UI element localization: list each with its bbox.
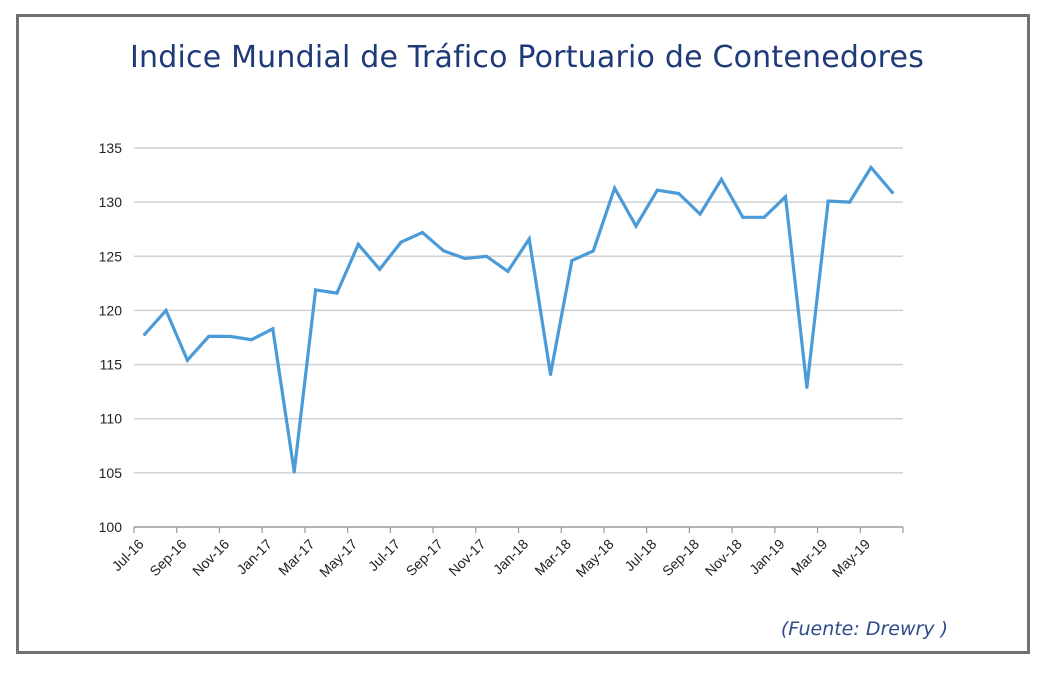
data-point	[463, 256, 467, 261]
x-tick-label: Mar-17	[275, 536, 318, 579]
x-tick-label: Mar-18	[531, 536, 574, 579]
x-tick-label: Mar-19	[788, 536, 831, 579]
data-point	[442, 249, 446, 253]
y-tick-label: 100	[99, 519, 123, 535]
y-tick-label: 130	[99, 194, 123, 210]
y-tick-label: 115	[100, 357, 123, 373]
data-point	[783, 195, 788, 199]
x-tick-label: Jul-16	[109, 536, 147, 574]
data-point	[719, 177, 724, 182]
series-group	[143, 164, 894, 474]
y-tick-label: 125	[99, 248, 123, 264]
y-tick-label: 135	[99, 140, 123, 156]
data-point	[271, 327, 275, 331]
data-point	[143, 332, 147, 336]
data-point	[185, 358, 190, 362]
data-point	[506, 269, 510, 274]
x-tick-label: May-17	[316, 536, 360, 580]
data-point	[741, 215, 745, 219]
y-tick-label: 120	[99, 302, 123, 318]
data-point	[890, 190, 894, 194]
chart-frame	[16, 14, 1030, 654]
data-point	[869, 165, 873, 170]
data-point	[228, 334, 232, 339]
data-point	[420, 230, 424, 235]
data-point	[292, 470, 296, 474]
x-tick-label: Sep-17	[403, 536, 446, 579]
data-point	[207, 334, 211, 339]
data-point	[484, 254, 489, 258]
data-point	[164, 308, 168, 313]
x-tick-label: Sep-16	[146, 536, 189, 579]
x-tick-label: Sep-18	[659, 536, 702, 579]
x-tick-label: Jan-19	[746, 536, 788, 578]
data-point	[570, 259, 574, 263]
data-point	[378, 267, 382, 271]
grid-lines	[134, 147, 903, 474]
data-point	[527, 237, 531, 241]
y-tick-label: 105	[99, 465, 123, 481]
data-point	[356, 242, 360, 246]
data-point	[613, 186, 617, 190]
data-point	[313, 288, 318, 292]
data-point	[399, 240, 403, 244]
data-point	[847, 200, 852, 204]
data-point	[335, 291, 339, 295]
data-point	[634, 224, 638, 228]
data-point	[548, 372, 553, 376]
x-tick-label: Jan-18	[490, 536, 532, 578]
chart-title: Indice Mundial de Tráfico Portuario de C…	[129, 40, 925, 75]
series-line-0	[143, 164, 894, 473]
x-tick-label: Nov-17	[445, 536, 488, 579]
data-point	[826, 199, 830, 203]
x-tick-label: Jan-17	[233, 536, 275, 578]
data-point	[249, 338, 254, 342]
data-point	[698, 212, 702, 216]
x-tick-label: May-19	[829, 536, 873, 580]
x-tick-label: May-18	[572, 536, 616, 580]
source-note: (Fuente: Drewry )	[780, 618, 948, 640]
data-point	[655, 188, 659, 192]
x-tick-label: Jul-18	[621, 536, 659, 574]
data-point	[805, 385, 809, 389]
x-tick-label: Nov-18	[702, 536, 745, 579]
data-point	[591, 249, 595, 253]
data-point	[677, 191, 681, 196]
x-tick-label: Nov-16	[189, 536, 232, 579]
x-tick-label: Jul-17	[365, 536, 403, 574]
data-point	[762, 215, 766, 219]
y-tick-label: 110	[100, 411, 123, 427]
y-axis: 100 105 110 115 120 125 130 135	[99, 140, 123, 535]
